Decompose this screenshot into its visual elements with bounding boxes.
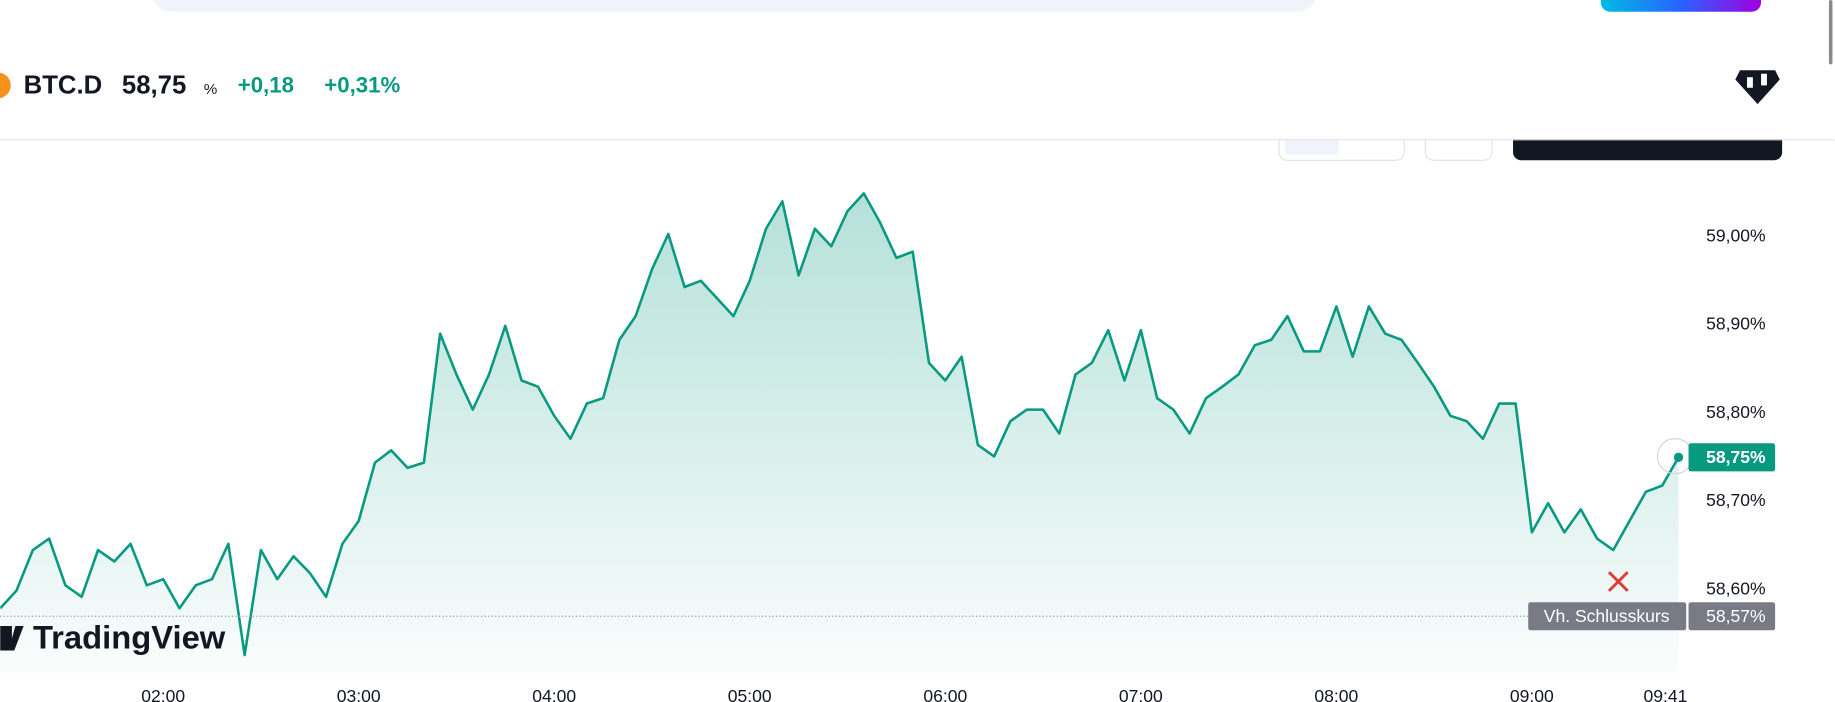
- previous-close-label: 58,57%: [1706, 606, 1765, 626]
- header: [0, 0, 1835, 140]
- last-price-box: [1688, 443, 1776, 472]
- last-point: [1673, 452, 1684, 463]
- marker-x: [1607, 571, 1629, 592]
- x-tick-label: 05:00: [728, 686, 772, 702]
- x-tick-label: 06:00: [923, 686, 967, 702]
- chart: 58,60%58,70%58,80%58,90%59,00%01:0002:00…: [0, 192, 1776, 702]
- x-tick-label: 09:00: [1510, 686, 1554, 702]
- x-tick-label: 08:00: [1314, 686, 1358, 702]
- y-tick-label: 58,90%: [1706, 314, 1765, 334]
- price: 58,75: [122, 71, 186, 99]
- y-tick-label: 58,60%: [1706, 578, 1765, 598]
- watermark: TradingView: [33, 619, 226, 656]
- last-price-label: 58,75%: [1706, 447, 1766, 467]
- y-tick-label: 58,70%: [1706, 490, 1765, 510]
- x-tick-label: 02:00: [141, 686, 185, 702]
- y-tick-label: 58,80%: [1706, 402, 1765, 422]
- logo-icon: [0, 625, 24, 651]
- change-percent: +0,31%: [324, 72, 400, 97]
- previous-close-name: Vh. Schlusskurs: [1544, 606, 1670, 626]
- price-line: [0, 192, 1680, 657]
- previous-close-box: [1688, 602, 1776, 631]
- symbol: BTC.D: [24, 71, 103, 99]
- price-unit: %: [204, 81, 218, 98]
- scrollbar: [1828, 0, 1833, 65]
- y-tick-label: 59,00%: [1706, 225, 1765, 245]
- x-tick-label: 03:00: [337, 686, 381, 702]
- coin-icon: [0, 72, 11, 99]
- x-tick-label: 04:00: [532, 686, 576, 702]
- alert-icon[interactable]: [1735, 70, 1780, 105]
- search-bar[interactable]: [152, 0, 1316, 12]
- area: [0, 193, 1679, 673]
- plot-area: [0, 192, 1680, 673]
- previous-close-name-box: [1528, 602, 1687, 631]
- gradient-button[interactable]: [1600, 0, 1762, 12]
- x-tick-label: 07:00: [1119, 686, 1163, 702]
- x-tick-label: 09:41: [1644, 686, 1688, 702]
- change: +0,18: [238, 72, 294, 97]
